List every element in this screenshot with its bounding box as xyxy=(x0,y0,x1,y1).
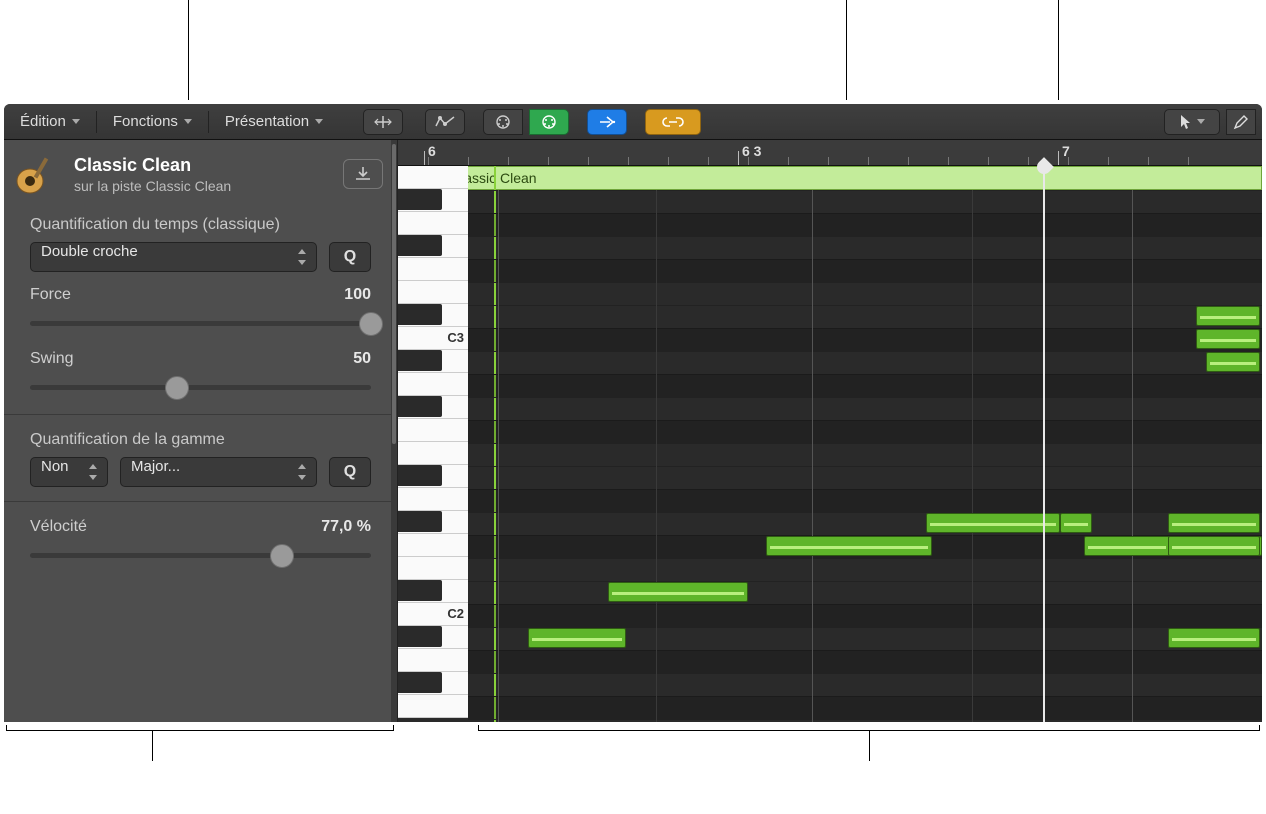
inspector-title: Classic Clean xyxy=(74,155,231,176)
time-quantize-value: Double croche xyxy=(41,243,138,260)
midi-note[interactable] xyxy=(528,628,626,648)
velocity-slider[interactable] xyxy=(30,542,371,568)
menubar: Édition Fonctions Présentation xyxy=(4,104,1262,140)
midi-note[interactable] xyxy=(766,536,932,556)
scale-mode-select[interactable]: Major... xyxy=(120,457,317,487)
scrollbar[interactable] xyxy=(391,140,397,722)
force-slider[interactable] xyxy=(30,310,371,336)
quantize-button[interactable]: Q xyxy=(329,242,371,272)
midi-note[interactable] xyxy=(1168,513,1260,533)
midi-note[interactable] xyxy=(1168,536,1260,556)
swing-value: 50 xyxy=(353,350,371,368)
time-quantize-select[interactable]: Double croche xyxy=(30,242,317,272)
midi-out-icon[interactable] xyxy=(483,109,523,135)
force-label: Force xyxy=(30,286,71,304)
chevron-down-icon xyxy=(315,119,323,124)
piano-keys[interactable]: C3 C2 xyxy=(398,166,468,718)
swing-label: Swing xyxy=(30,350,74,368)
stepper-icon xyxy=(89,464,99,480)
link-icon[interactable] xyxy=(645,109,701,135)
midi-note[interactable] xyxy=(1060,513,1092,533)
velocity-label: Vélocité xyxy=(30,518,87,536)
download-icon[interactable] xyxy=(343,159,383,189)
midi-note[interactable] xyxy=(926,513,1060,533)
scale-quantize-button[interactable]: Q xyxy=(329,457,371,487)
swing-slider[interactable] xyxy=(30,374,371,400)
key-label: C2 xyxy=(447,606,464,621)
chevron-down-icon xyxy=(184,119,192,124)
quantize-button-label: Q xyxy=(344,248,356,266)
menu-functions-label: Fonctions xyxy=(113,113,178,130)
pencil-tool-icon[interactable] xyxy=(1226,109,1256,135)
scale-mode-value: Major... xyxy=(131,458,180,475)
playhead[interactable] xyxy=(1043,166,1045,722)
stepper-icon xyxy=(298,464,308,480)
midi-in-icon[interactable] xyxy=(529,109,569,135)
scale-quantize-label: Quantification de la gamme xyxy=(30,431,371,449)
scale-enable-value: Non xyxy=(41,458,69,475)
automation-icon[interactable] xyxy=(425,109,465,135)
menu-edit-label: Édition xyxy=(20,113,66,130)
midi-note[interactable] xyxy=(1196,306,1260,326)
ruler-label: 6 3 xyxy=(742,143,761,159)
midi-note[interactable] xyxy=(1196,329,1260,349)
scale-enable-select[interactable]: Non xyxy=(30,457,108,487)
ruler-label: 6 xyxy=(428,143,436,159)
force-value: 100 xyxy=(344,286,371,304)
menu-edit[interactable]: Édition xyxy=(10,108,90,135)
piano-roll: 66 37 Classic Clean C3C2 xyxy=(398,140,1262,722)
menu-functions[interactable]: Fonctions xyxy=(103,108,202,135)
inspector-subtitle: sur la piste Classic Clean xyxy=(74,178,231,194)
time-ruler[interactable]: 66 37 xyxy=(398,140,1262,166)
menu-presentation-label: Présentation xyxy=(225,113,309,130)
chevron-down-icon xyxy=(72,119,80,124)
midi-note[interactable] xyxy=(1084,536,1170,556)
chevron-down-icon xyxy=(1197,119,1205,124)
time-quantize-label: Quantification du temps (classique) xyxy=(30,216,371,234)
key-label: C3 xyxy=(447,330,464,345)
midi-note[interactable] xyxy=(1206,352,1260,372)
track-guitar-icon xyxy=(12,150,60,198)
midi-note[interactable] xyxy=(1168,628,1260,648)
scale-quantize-button-label: Q xyxy=(344,463,356,481)
stepper-icon xyxy=(298,249,308,265)
menu-presentation[interactable]: Présentation xyxy=(215,108,333,135)
midi-note[interactable] xyxy=(608,582,748,602)
inspector-panel: Classic Clean sur la piste Classic Clean… xyxy=(4,140,398,722)
pointer-tool-select[interactable] xyxy=(1164,109,1220,135)
catch-playhead-icon[interactable] xyxy=(587,109,627,135)
velocity-value: 77,0 % xyxy=(321,518,371,536)
split-h-icon[interactable] xyxy=(363,109,403,135)
note-grid[interactable] xyxy=(468,190,1262,722)
